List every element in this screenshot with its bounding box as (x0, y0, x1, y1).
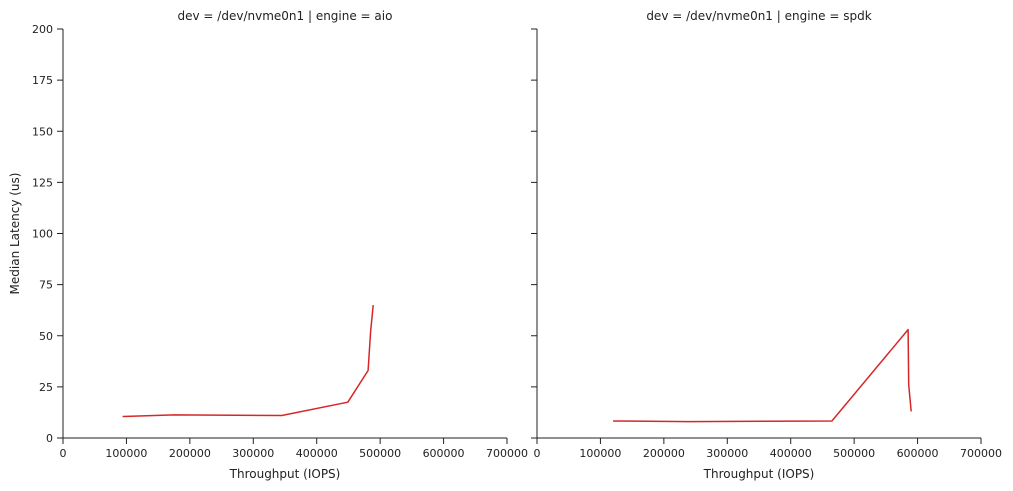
x-tick-label: 600000 (897, 447, 939, 460)
x-tick-label: 100000 (579, 447, 621, 460)
panel-1: 0 25 50 75 100 125 150 175 200 0 100000 200000 30000… (8, 9, 528, 481)
x-tick-label: 500000 (833, 447, 875, 460)
y-tick-label: 75 (39, 279, 53, 292)
series-line (122, 305, 374, 418)
panel-2: 0 100000 200000 300000 400000 500000 600000 700… (531, 9, 1002, 481)
x-tick-label: 0 (60, 447, 67, 460)
x-tick-label: 500000 (359, 447, 401, 460)
x-tick-label: 400000 (770, 447, 812, 460)
y-tick-label: 150 (32, 125, 53, 138)
y-tick-label: 200 (32, 23, 53, 36)
x-tick-label: 600000 (423, 447, 465, 460)
x-tick-label: 200000 (643, 447, 685, 460)
y-tick-label: 0 (46, 432, 53, 445)
panel-title: dev = /dev/nvme0n1 | engine = spdk (646, 9, 871, 23)
y-axis-label: Median Latency (us) (8, 173, 22, 295)
x-tick-label: 400000 (296, 447, 338, 460)
y-tick-label: 100 (32, 228, 53, 241)
y-tick-label: 125 (32, 176, 53, 189)
y-tick-label: 175 (32, 74, 53, 87)
x-tick-label: 700000 (960, 447, 1002, 460)
y-tick-label: 25 (39, 381, 53, 394)
panel-title: dev = /dev/nvme0n1 | engine = aio (178, 9, 393, 23)
x-tick-label: 0 (534, 447, 541, 460)
x-axis-label: Throughput (IOPS) (229, 467, 341, 481)
y-tick-label: 50 (39, 330, 53, 343)
x-axis-label: Throughput (IOPS) (703, 467, 815, 481)
x-tick-label: 700000 (486, 447, 528, 460)
series-line (613, 328, 912, 423)
x-tick-label: 100000 (105, 447, 147, 460)
x-tick-label: 200000 (169, 447, 211, 460)
x-tick-label: 300000 (232, 447, 274, 460)
x-tick-label: 300000 (706, 447, 748, 460)
